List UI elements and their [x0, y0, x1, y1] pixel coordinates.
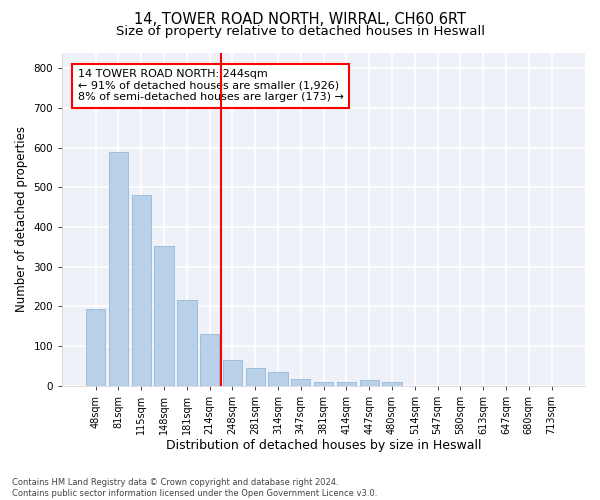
Bar [200, 334, 220, 386]
Bar [359, 380, 379, 386]
Bar [177, 300, 197, 386]
Bar [268, 372, 288, 386]
X-axis label: Distribution of detached houses by size in Heswall: Distribution of detached houses by size … [166, 440, 481, 452]
Text: Contains HM Land Registry data © Crown copyright and database right 2024.
Contai: Contains HM Land Registry data © Crown c… [12, 478, 377, 498]
Bar [109, 152, 128, 386]
Text: 14, TOWER ROAD NORTH, WIRRAL, CH60 6RT: 14, TOWER ROAD NORTH, WIRRAL, CH60 6RT [134, 12, 466, 28]
Bar [314, 382, 333, 386]
Bar [131, 195, 151, 386]
Y-axis label: Number of detached properties: Number of detached properties [15, 126, 28, 312]
Text: Size of property relative to detached houses in Heswall: Size of property relative to detached ho… [115, 25, 485, 38]
Bar [382, 382, 401, 386]
Bar [86, 310, 106, 386]
Bar [245, 368, 265, 386]
Bar [154, 246, 174, 386]
Text: 14 TOWER ROAD NORTH: 244sqm
← 91% of detached houses are smaller (1,926)
8% of s: 14 TOWER ROAD NORTH: 244sqm ← 91% of det… [78, 69, 344, 102]
Bar [291, 379, 310, 386]
Bar [223, 360, 242, 386]
Bar [337, 382, 356, 386]
